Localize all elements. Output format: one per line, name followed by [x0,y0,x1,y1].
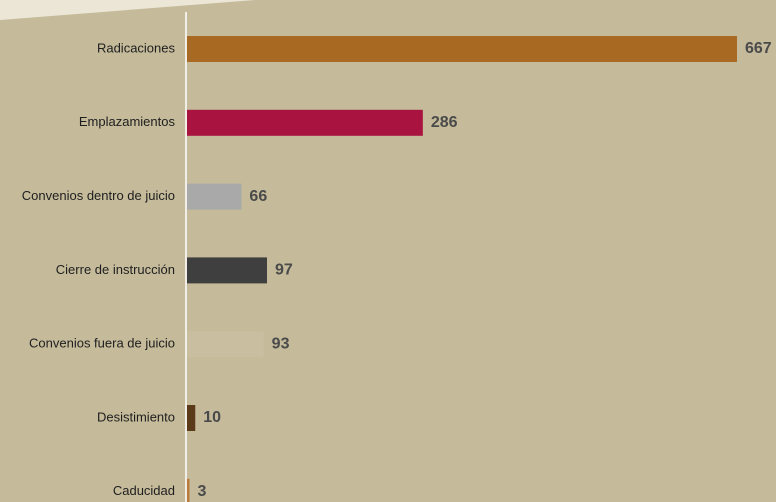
value-label-convenios-fuera-de-juicio: 93 [272,335,290,352]
value-label-cierre-de-instruccion: 97 [275,262,293,279]
value-label-emplazamientos: 286 [431,114,458,131]
value-label-caducidad: 3 [197,483,206,500]
category-label-convenios-dentro-de-juicio: Convenios dentro de juicio [22,188,175,203]
bar-convenios-fuera-de-juicio [187,331,264,358]
value-label-radicaciones: 667 [745,40,772,57]
bar-desistimiento [187,405,196,431]
value-label-convenios-dentro-de-juicio: 66 [249,188,267,205]
bar-cierre-de-instruccion [187,257,267,284]
value-label-desistimiento: 10 [203,409,221,426]
bars-layer: Radicaciones 667 Emplazamientos 286 Convenio… [22,36,772,502]
bar-convenios-dentro-de-juicio [187,183,242,210]
category-label-caducidad: Caducidad [113,483,175,498]
category-label-emplazamientos: Emplazamientos [79,114,176,129]
bar-emplazamientos [187,109,423,136]
bar-caducidad [187,478,190,502]
category-label-cierre-de-instruccion: Cierre de instrucción [56,262,175,277]
category-label-convenios-fuera-de-juicio: Convenios fuera de juicio [29,336,175,351]
bar-radicaciones [187,36,737,62]
category-label-radicaciones: Radicaciones [97,40,176,55]
category-label-desistimiento: Desistimiento [97,409,175,424]
header-band [0,0,255,20]
